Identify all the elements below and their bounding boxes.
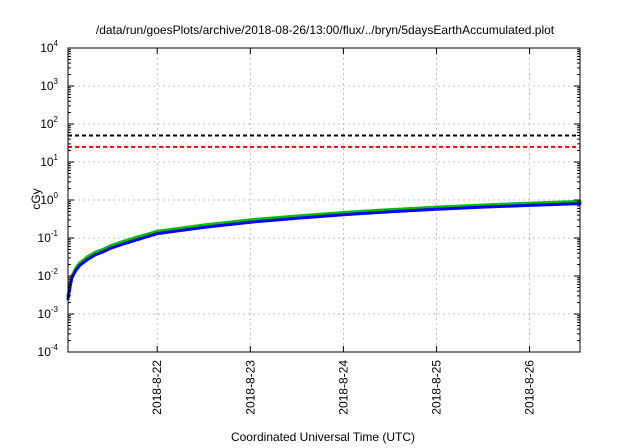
- x-axis-label: Coordinated Universal Time (UTC): [231, 430, 415, 444]
- chart-title: /data/run/goesPlots/archive/2018-08-26/1…: [96, 23, 555, 37]
- y-tick-label: 104: [40, 39, 58, 55]
- y-tick-label: 10-2: [38, 267, 59, 283]
- y-tick-labels: 10-4 10-3 10-2 10-1 100 101 102 103 104: [38, 39, 59, 359]
- y-axis-label: cGy: [29, 188, 43, 209]
- reference-lines: [68, 134, 580, 148]
- y-tick-label: 101: [40, 153, 58, 169]
- tick-marks: [68, 47, 580, 353]
- series-lines: [66, 199, 582, 301]
- x-tick-label: 2018-8-23: [243, 360, 257, 415]
- y-tick-label: 10-1: [38, 229, 59, 245]
- x-tick-label: 2018-8-24: [336, 360, 350, 415]
- x-tick-label: 2018-8-25: [429, 360, 443, 415]
- x-tick-label: 2018-8-26: [523, 360, 537, 415]
- grid: [68, 48, 580, 352]
- x-tick-labels: 2018-8-22 2018-8-23 2018-8-24 2018-8-25 2018…: [150, 360, 536, 415]
- y-tick-label: 100: [40, 191, 58, 207]
- y-tick-label: 102: [40, 115, 58, 131]
- x-tick-label: 2018-8-22: [150, 360, 164, 415]
- series-line: [66, 202, 582, 301]
- y-tick-label: 10-3: [38, 305, 59, 321]
- y-tick-label: 10-4: [38, 343, 59, 359]
- y-tick-label: 103: [40, 77, 58, 93]
